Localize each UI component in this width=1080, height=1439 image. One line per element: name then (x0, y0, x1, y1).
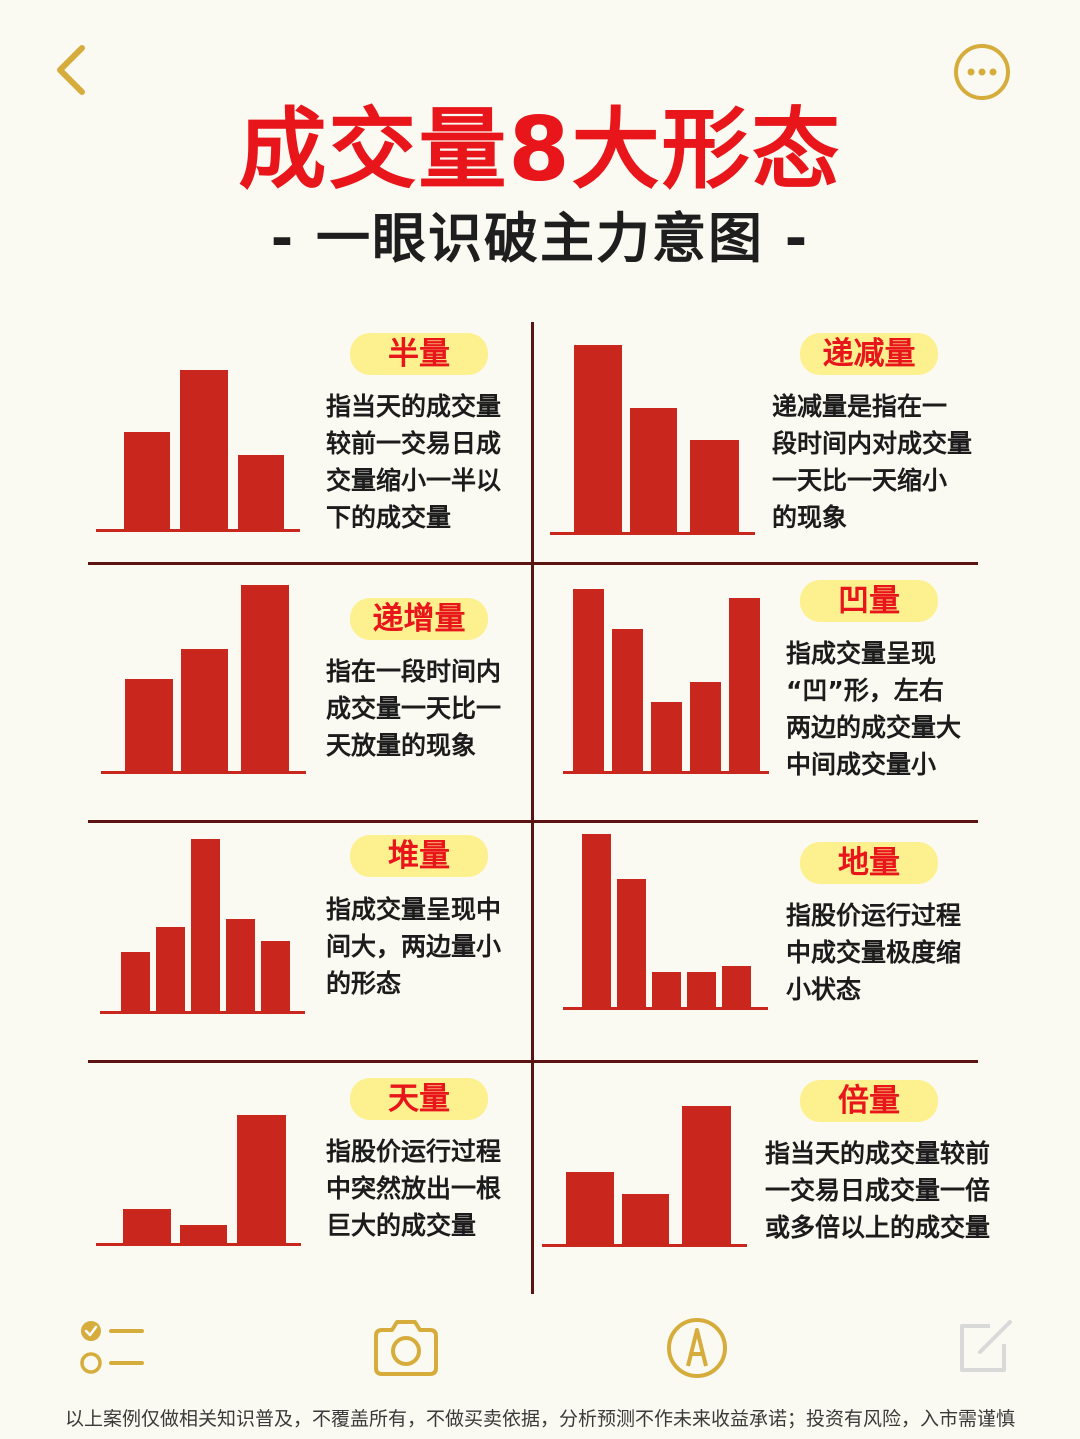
chevron-left-icon (57, 45, 85, 95)
pattern-description: 递减量是指在一 段时间内对成交量 一天比一天缩小 的现象 (772, 392, 973, 532)
bar (180, 370, 228, 530)
bar (124, 432, 170, 530)
pattern-label: 递增量 (350, 598, 488, 640)
bar (125, 679, 173, 772)
bar (123, 1209, 171, 1244)
bar (237, 1115, 286, 1244)
chart-baseline (563, 1007, 768, 1010)
pattern-description: 指在一段时间内 成交量一天比一 天放量的现象 (326, 657, 502, 760)
pattern-description: 指当天的成交量 较前一交易日成 交量缩小一半以 下的成交量 (326, 392, 502, 532)
bar (181, 649, 228, 772)
more-icon (954, 44, 1010, 100)
horizontal-divider (88, 820, 978, 823)
bar (622, 1194, 669, 1245)
more-button[interactable] (952, 42, 1012, 102)
pattern-description: 指成交量呈现中 间大，两边量小 的形态 (326, 895, 502, 998)
bar (722, 966, 751, 1008)
chart-baseline (542, 1244, 747, 1247)
pattern-label: 半量 (350, 333, 488, 375)
checklist-icon (80, 1321, 144, 1374)
bar (121, 952, 150, 1012)
bar (191, 839, 220, 1012)
pattern-label: 倍量 (800, 1080, 938, 1122)
pattern-description: 指当天的成交量较前 一交易日成交量一倍 或多倍以上的成交量 (765, 1139, 991, 1242)
bar (690, 440, 739, 533)
pattern-label: 递减量 (800, 333, 938, 375)
bar (630, 408, 677, 533)
bar (238, 455, 284, 530)
back-button[interactable] (48, 40, 98, 100)
bar (574, 345, 622, 533)
chart-baseline (550, 532, 755, 535)
chart-baseline (96, 1243, 301, 1246)
page-subtitle: - 一眼识破主力意图 - (270, 207, 810, 270)
chart-baseline (563, 771, 769, 774)
pattern-description: 指股价运行过程 中突然放出一根 巨大的成交量 (326, 1137, 502, 1240)
bar (651, 702, 682, 772)
chart-baseline (100, 1011, 305, 1014)
bar (180, 1225, 227, 1244)
bar (261, 941, 290, 1012)
disclaimer-text: 以上案例仅做相关知识普及，不覆盖所有，不做买卖依据，分析预测不作未来收益承诺；投… (64, 1408, 1015, 1430)
checklist-button[interactable] (78, 1318, 148, 1378)
bar (241, 585, 289, 772)
pattern-label: 天量 (350, 1078, 488, 1120)
edit-icon (960, 1320, 1012, 1372)
bar (682, 1106, 731, 1245)
vertical-divider (531, 322, 534, 1294)
bar (690, 682, 721, 772)
bar (156, 927, 185, 1012)
pattern-description: 指成交量呈现 “凹”形，左右 两边的成交量大 中间成交量小 (786, 639, 962, 779)
edit-button[interactable] (954, 1316, 1016, 1378)
bar (729, 598, 760, 772)
bar (612, 629, 643, 772)
horizontal-divider (88, 1060, 978, 1063)
page-title: 成交量8大形态 (238, 98, 842, 201)
bar (226, 919, 255, 1012)
pen-button[interactable] (665, 1316, 729, 1380)
pattern-description: 指股价运行过程 中成交量极度缩 小状态 (786, 901, 962, 1004)
camera-button[interactable] (370, 1318, 442, 1378)
chart-baseline (96, 529, 300, 532)
camera-icon (374, 1320, 438, 1376)
horizontal-divider (88, 562, 978, 565)
pattern-label: 堆量 (350, 835, 488, 877)
bar (617, 879, 646, 1008)
bar (652, 972, 681, 1008)
chart-baseline (101, 771, 306, 774)
pattern-label: 凹量 (800, 580, 938, 622)
pen-icon (667, 1318, 727, 1378)
bar (687, 972, 716, 1008)
bar (582, 834, 611, 1008)
bar (573, 589, 604, 772)
bar (566, 1172, 614, 1245)
pattern-label: 地量 (800, 842, 938, 884)
